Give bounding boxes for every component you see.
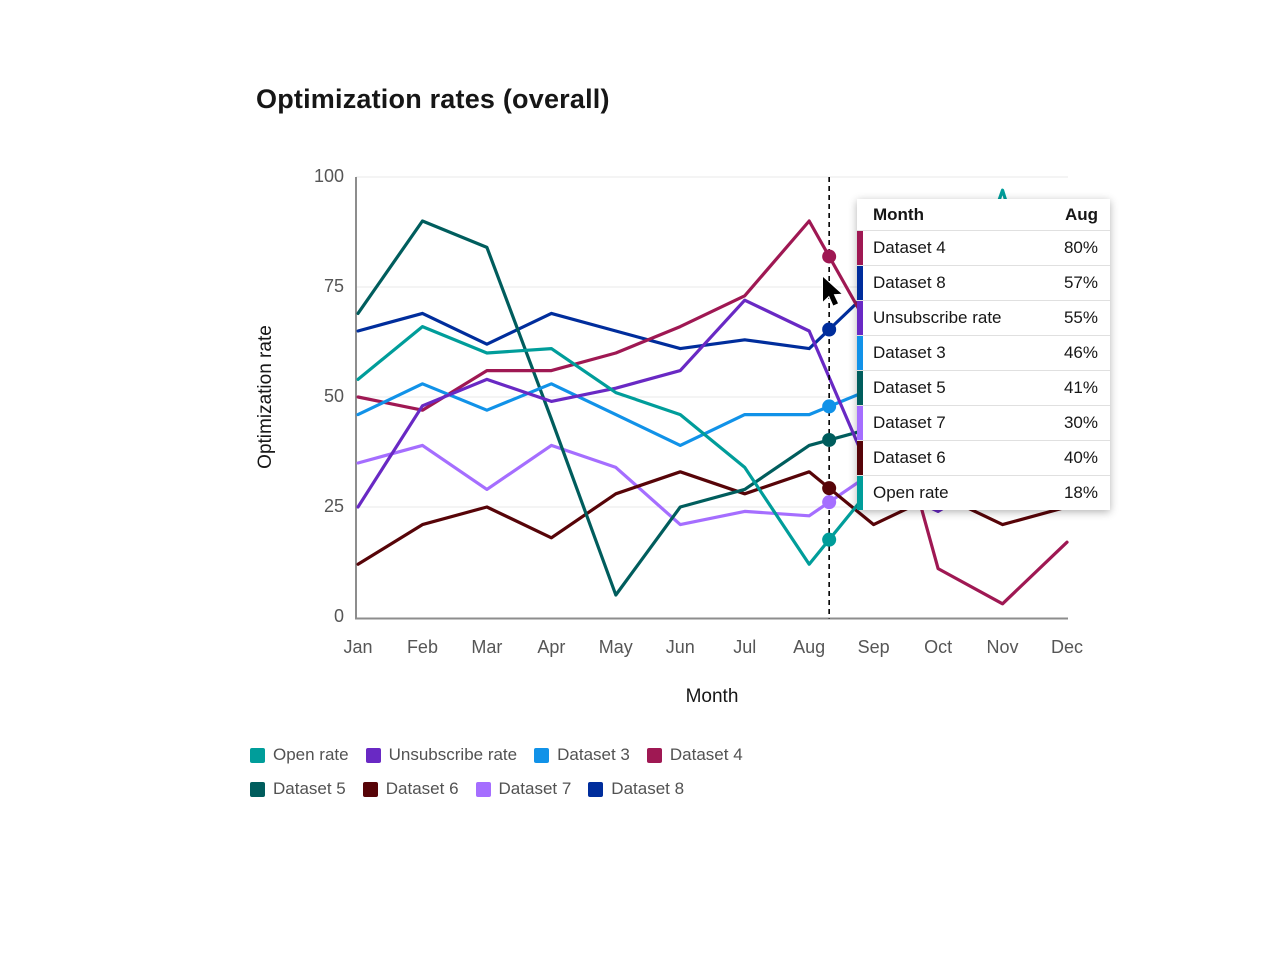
tooltip-row-unsubscribe-rate: Unsubscribe rate 55% (857, 300, 1110, 335)
y-axis-title: Optimization rate (255, 325, 276, 469)
tooltip-series-label: Dataset 3 (873, 343, 946, 362)
tooltip-header: Month Aug (857, 199, 1110, 230)
tooltip-row-dataset-4: Dataset 4 80% (857, 230, 1110, 265)
legend-color-chip (250, 781, 265, 797)
y-tick-label-50: 50 (323, 386, 344, 406)
tooltip-header-label: Month (873, 204, 924, 224)
ruler-dot-dataset-7 (822, 495, 837, 510)
tooltip-series-value: 46% (1063, 343, 1098, 362)
legend-item-dataset-5[interactable]: Dataset 5 (250, 779, 346, 799)
tooltip-series-color-bar (857, 266, 863, 300)
x-tick-label-apr: Apr (537, 637, 566, 657)
y-tick-label-75: 75 (323, 276, 344, 296)
legend-label: Dataset 4 (669, 745, 743, 764)
tooltip-series-value: 18% (1063, 483, 1098, 502)
legend-color-chip (362, 781, 378, 797)
tooltip-series-value: 41% (1063, 378, 1098, 397)
tooltip-series-color-bar (857, 231, 863, 265)
tooltip-row-open-rate: Open rate 18% (857, 475, 1110, 510)
x-tick-label-mar: Mar (471, 637, 503, 657)
x-tick-label-dec: Dec (1050, 637, 1083, 657)
tooltip-series-label: Dataset 5 (873, 378, 946, 397)
tooltip-series-color-bar (857, 371, 863, 405)
tooltip-series-label: Dataset 4 (873, 238, 946, 257)
legend-label: Dataset 5 (273, 779, 346, 798)
legend-item-dataset-8[interactable]: Dataset 8 (588, 779, 684, 799)
tooltip-row-dataset-3: Dataset 3 46% (857, 335, 1110, 370)
x-tick-label-aug: Aug (793, 637, 826, 657)
legend-color-chip (475, 781, 491, 797)
tooltip-series-label: Dataset 8 (873, 273, 946, 292)
x-tick-label-jun: Jun (665, 637, 695, 657)
tooltip-series-value: 55% (1063, 308, 1098, 327)
tooltip-series-color-bar (857, 441, 863, 475)
tooltip-series-value: 80% (1063, 238, 1098, 257)
x-tick-label-sep: Sep (857, 637, 890, 657)
y-tick-label-100: 100 (313, 166, 344, 186)
legend-item-dataset-3[interactable]: Dataset 3 (534, 745, 630, 765)
tooltip-series-value: 30% (1063, 413, 1098, 432)
legend-label: Dataset 6 (385, 779, 459, 798)
ruler-dot-dataset-8 (822, 322, 837, 337)
ruler-dot-open-rate (822, 532, 837, 547)
chart-title: Optimization rates (overall) (256, 84, 610, 114)
tooltip-series-label: Dataset 7 (873, 413, 946, 432)
legend-color-chip (250, 747, 265, 763)
x-tick-label-nov: Nov (986, 637, 1019, 657)
tooltip-series-label: Unsubscribe rate (873, 308, 1002, 327)
x-axis-title: Month (685, 686, 739, 707)
legend-color-chip (646, 747, 662, 763)
y-tick-label-0: 0 (333, 606, 344, 626)
tooltip-row-dataset-5: Dataset 5 41% (857, 370, 1110, 405)
x-tick-label-oct: Oct (924, 637, 953, 657)
legend-label: Unsubscribe rate (388, 745, 518, 764)
series-line-dataset-4[interactable] (356, 219, 1069, 606)
x-tick-label-may: May (598, 637, 633, 657)
x-tick-label-jan: Jan (343, 637, 373, 657)
legend-color-chip (588, 781, 604, 797)
x-tick-label-feb: Feb (406, 637, 438, 657)
tooltip-series-label: Open rate (873, 483, 949, 502)
legend-color-chip (365, 747, 381, 763)
legend-item-dataset-6[interactable]: Dataset 6 (362, 779, 459, 799)
legend-label: Dataset 3 (557, 745, 630, 764)
tooltip-row-dataset-6: Dataset 6 40% (857, 440, 1110, 475)
legend-item-open-rate[interactable]: Open rate (250, 745, 349, 765)
ruler-dot-dataset-3 (822, 399, 837, 414)
ruler-dot-dataset-6 (822, 481, 837, 496)
chart-legend: Open rate Unsubscribe rate Dataset 3 Datase… (250, 745, 743, 799)
tooltip-row-dataset-7: Dataset 7 30% (857, 405, 1110, 440)
tooltip-series-color-bar (857, 301, 863, 335)
legend-row-2: Dataset 5 Dataset 6 Dataset 7 Dataset 8 (250, 779, 743, 799)
legend-item-unsubscribe-rate[interactable]: Unsubscribe rate (365, 745, 518, 765)
legend-label: Dataset 7 (498, 779, 572, 798)
tooltip-series-value: 57% (1063, 273, 1098, 292)
ruler-dot-dataset-4 (822, 249, 837, 264)
legend-item-dataset-4[interactable]: Dataset 4 (646, 745, 743, 765)
legend-color-chip (534, 747, 550, 763)
legend-label: Dataset 8 (611, 779, 685, 798)
tooltip-series-color-bar (857, 476, 863, 510)
y-tick-label-25: 25 (323, 496, 344, 516)
chart-tooltip: Month Aug Dataset 4 80% Dataset 8 57% Unsubs… (857, 199, 1110, 510)
tooltip-row-dataset-8: Dataset 8 57% (857, 265, 1110, 300)
tooltip-series-value: 40% (1063, 448, 1098, 467)
legend-label: Open rate (273, 745, 349, 764)
tooltip-series-color-bar (857, 336, 863, 370)
ruler-dot-dataset-5 (822, 432, 837, 447)
legend-item-dataset-7[interactable]: Dataset 7 (475, 779, 572, 799)
tooltip-header-value: Aug (1064, 204, 1098, 224)
legend-row-1: Open rate Unsubscribe rate Dataset 3 Datase… (250, 745, 743, 765)
tooltip-series-label: Dataset 6 (873, 448, 946, 467)
tooltip-series-color-bar (857, 406, 863, 440)
x-tick-label-jul: Jul (733, 637, 757, 657)
